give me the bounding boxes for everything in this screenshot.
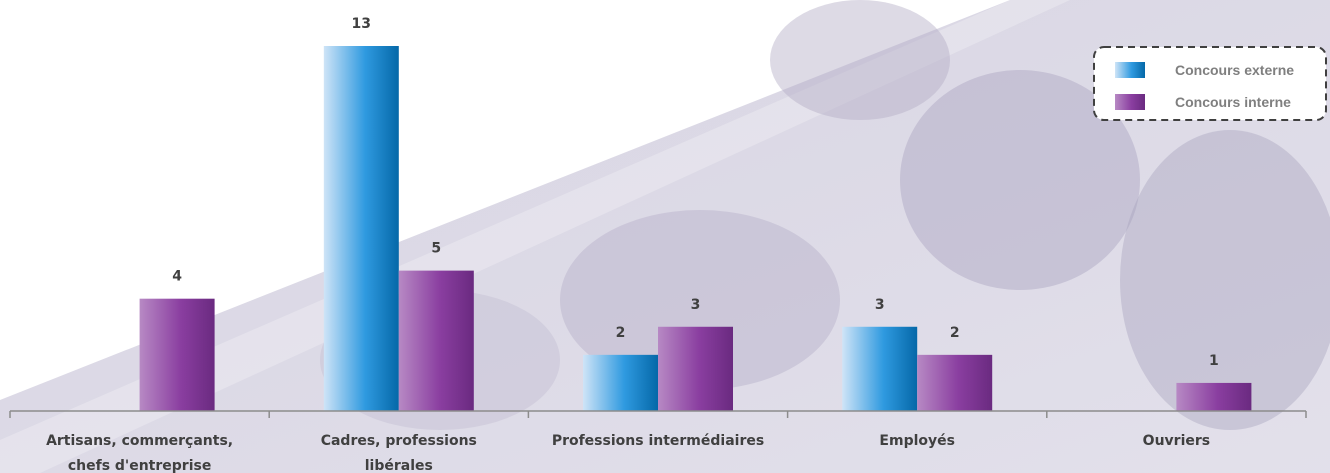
category-label-4-line-0: Ouvriers — [1143, 433, 1210, 449]
data-label-internal-1: 5 — [431, 241, 441, 257]
data-label-internal-2: 3 — [691, 297, 701, 313]
bar-internal-3 — [917, 354, 993, 411]
legend-border — [1093, 46, 1327, 121]
bar-external-1 — [323, 46, 399, 411]
bar-internal-0 — [139, 298, 215, 411]
data-label-external-1: 13 — [352, 16, 371, 32]
bars-layer — [139, 46, 1252, 411]
data-label-external-2: 2 — [616, 325, 626, 341]
legend-swatch-internal — [1115, 94, 1145, 110]
bar-external-2 — [583, 354, 658, 411]
category-label-0-line-1: chefs d'entreprise — [68, 458, 211, 473]
x-axis — [9, 410, 1307, 418]
bar-external-3 — [842, 326, 918, 411]
legend: Concours externe Concours interne — [1093, 46, 1327, 121]
bar-internal-4 — [1176, 382, 1252, 411]
legend-label-external: Concours externe — [1175, 62, 1294, 78]
data-label-internal-3: 2 — [950, 325, 960, 341]
bar-internal-2 — [658, 326, 733, 411]
legend-label-internal: Concours interne — [1175, 94, 1291, 110]
bar-internal-1 — [398, 270, 474, 411]
legend-swatch-external — [1115, 62, 1145, 78]
category-label-1-line-0: Cadres, professions — [321, 433, 477, 449]
data-label-internal-0: 4 — [172, 269, 182, 285]
category-label-2-line-0: Professions intermédiaires — [552, 433, 764, 449]
category-label-1-line-1: libérales — [365, 458, 433, 473]
category-label-3-line-0: Employés — [879, 433, 955, 449]
data-label-external-3: 3 — [875, 297, 885, 313]
data-label-internal-4: 1 — [1209, 353, 1219, 369]
category-labels: Artisans, commerçants, chefs d'entreprise… — [46, 433, 1210, 473]
category-label-0-line-0: Artisans, commerçants, — [46, 433, 233, 449]
data-labels-layer: 4 13 5 2 3 3 2 1 — [172, 16, 1219, 369]
